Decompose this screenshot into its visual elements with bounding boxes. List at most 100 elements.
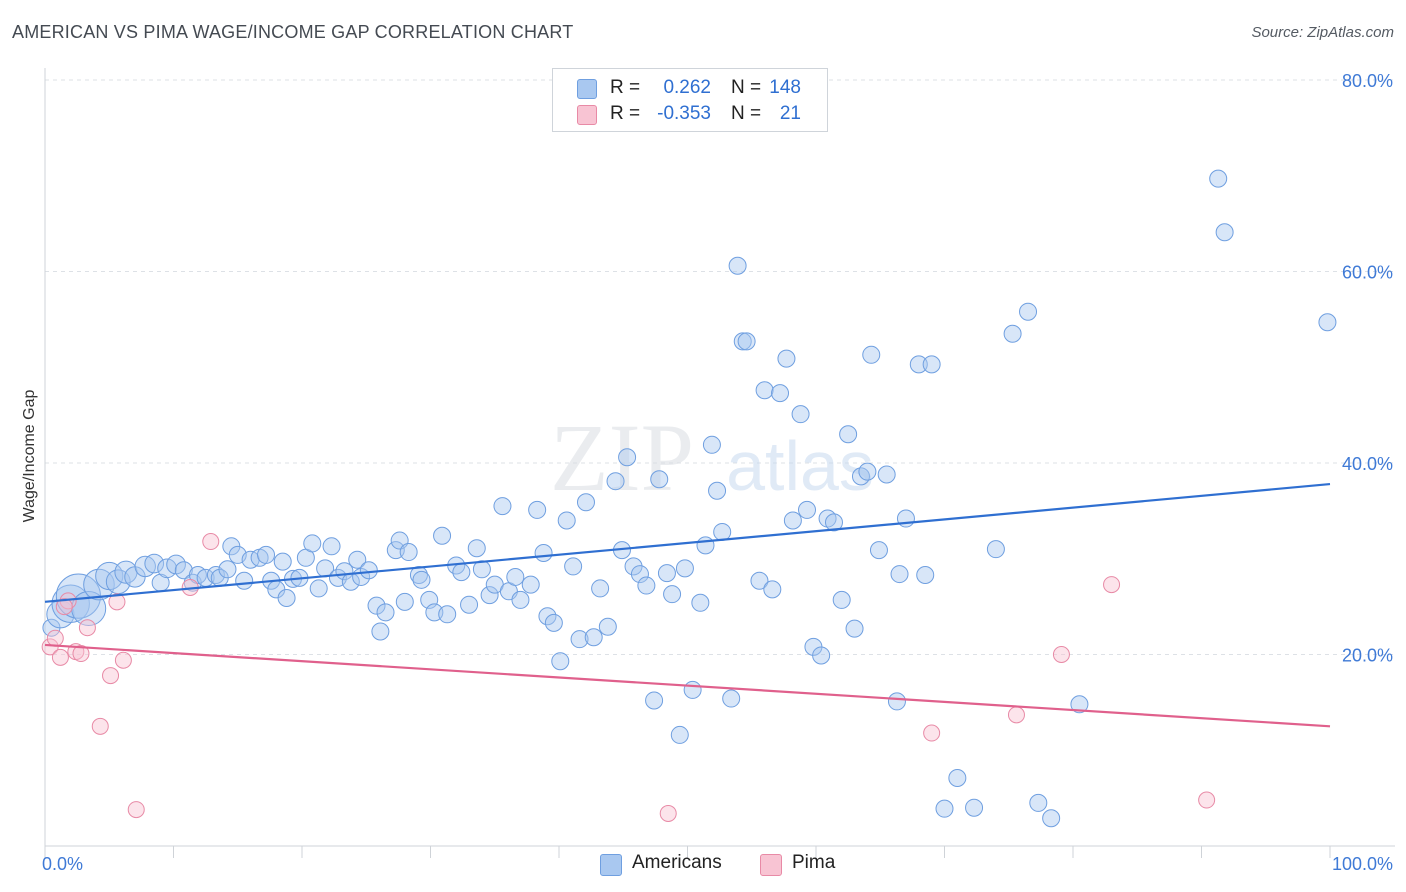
americans-point [576, 493, 595, 512]
pima-point [923, 724, 941, 742]
americans-point [783, 511, 802, 530]
americans-point [322, 537, 341, 556]
americans-point [922, 355, 941, 374]
americans-point [584, 628, 603, 647]
americans-point [218, 560, 237, 579]
americans-point [534, 544, 553, 563]
americans-point [650, 470, 669, 489]
americans-point [452, 563, 471, 582]
correlation-legend: R = 0.262 N = 148 R = -0.353 N = 21 [552, 68, 828, 132]
americans-point [771, 384, 790, 403]
americans-point [824, 513, 843, 532]
americans-point [395, 592, 414, 611]
americans-point [1042, 809, 1061, 828]
americans-point [763, 580, 782, 599]
americans-point [570, 630, 589, 649]
watermark: ZIP atlas [550, 404, 874, 511]
americans-point [798, 500, 817, 519]
americans-point [1318, 313, 1337, 332]
legend-n-label: N = [731, 103, 762, 124]
legend-swatch-pima [577, 105, 597, 125]
americans-point [683, 680, 702, 699]
series-swatch-pima [760, 854, 782, 876]
pima-point [46, 629, 64, 647]
y-tick-label: 80.0% [1342, 71, 1393, 91]
americans-point [696, 536, 715, 555]
pima-point [659, 804, 677, 822]
americans-point [645, 691, 664, 710]
pima-point [55, 598, 73, 616]
y-tick-label: 60.0% [1342, 263, 1393, 283]
americans-point [359, 561, 378, 580]
legend-n-value: 21 [779, 103, 801, 124]
legend-r-value: -0.353 [657, 103, 711, 124]
tick-labels: 20.0% 40.0% 60.0% 80.0% 0.0% 100.0% [42, 71, 1393, 874]
americans-point [606, 472, 625, 491]
americans-point [1070, 695, 1089, 714]
americans-point [506, 567, 525, 586]
x-tick-label: 100.0% [1332, 854, 1393, 874]
americans-point [144, 553, 165, 574]
pima-point [1198, 791, 1216, 809]
americans-point [1209, 169, 1228, 188]
americans-point [235, 571, 254, 590]
pima-point [202, 533, 220, 551]
americans-point [376, 603, 395, 622]
pima-point [1103, 576, 1121, 594]
americans-point [755, 381, 774, 400]
pima-point [114, 651, 132, 669]
pima-points [41, 533, 1216, 822]
americans-point [750, 571, 769, 590]
series-swatch-americans [600, 854, 622, 876]
americans-point [965, 798, 984, 817]
americans-point [675, 559, 694, 578]
americans-point [273, 552, 292, 571]
legend-row-pima: R = -0.353 N = 21 [553, 101, 827, 127]
series-label-americans: Americans [632, 852, 722, 873]
americans-point [702, 435, 721, 454]
americans-point [722, 689, 741, 708]
americans-point [538, 607, 557, 626]
americans-point [948, 769, 967, 788]
americans-point [438, 605, 457, 624]
americans-point [460, 595, 479, 614]
americans-point [348, 550, 367, 569]
americans-point [887, 692, 906, 711]
americans-point [737, 332, 756, 351]
y-tick-label: 40.0% [1342, 454, 1393, 474]
americans-point [777, 349, 796, 368]
americans-point [1029, 793, 1048, 812]
americans-point [877, 465, 896, 484]
y-tick-label: 20.0% [1342, 646, 1393, 666]
americans-point [591, 579, 610, 598]
series-label-pima: Pima [792, 852, 836, 873]
pima-point [78, 619, 96, 637]
americans-point [839, 425, 858, 444]
americans-point [564, 557, 583, 576]
legend-n-value: 148 [769, 77, 801, 98]
americans-point [935, 799, 954, 818]
americans-point [1019, 302, 1038, 321]
americans-point [862, 345, 881, 364]
pima-point [108, 593, 126, 611]
americans-point [480, 586, 499, 605]
americans-point [630, 565, 649, 584]
americans-points [42, 169, 1337, 828]
americans-point [708, 481, 727, 500]
pima-point [127, 801, 145, 819]
legend-r-label: R = [610, 77, 641, 98]
x-tick-label: 0.0% [42, 854, 83, 874]
americans-point [511, 590, 530, 609]
americans-point [791, 405, 810, 424]
americans-point [174, 561, 193, 580]
legend-n-label: N = [731, 77, 762, 98]
americans-point [986, 540, 1005, 559]
americans-point [598, 617, 617, 636]
americans-point [728, 256, 747, 275]
trend-lines [44, 482, 1331, 728]
chart-title: AMERICAN VS PIMA WAGE/INCOME GAP CORRELA… [12, 22, 574, 42]
americans-point [277, 589, 296, 608]
watermark-zip: ZIP [550, 404, 694, 511]
americans-point [433, 526, 452, 545]
